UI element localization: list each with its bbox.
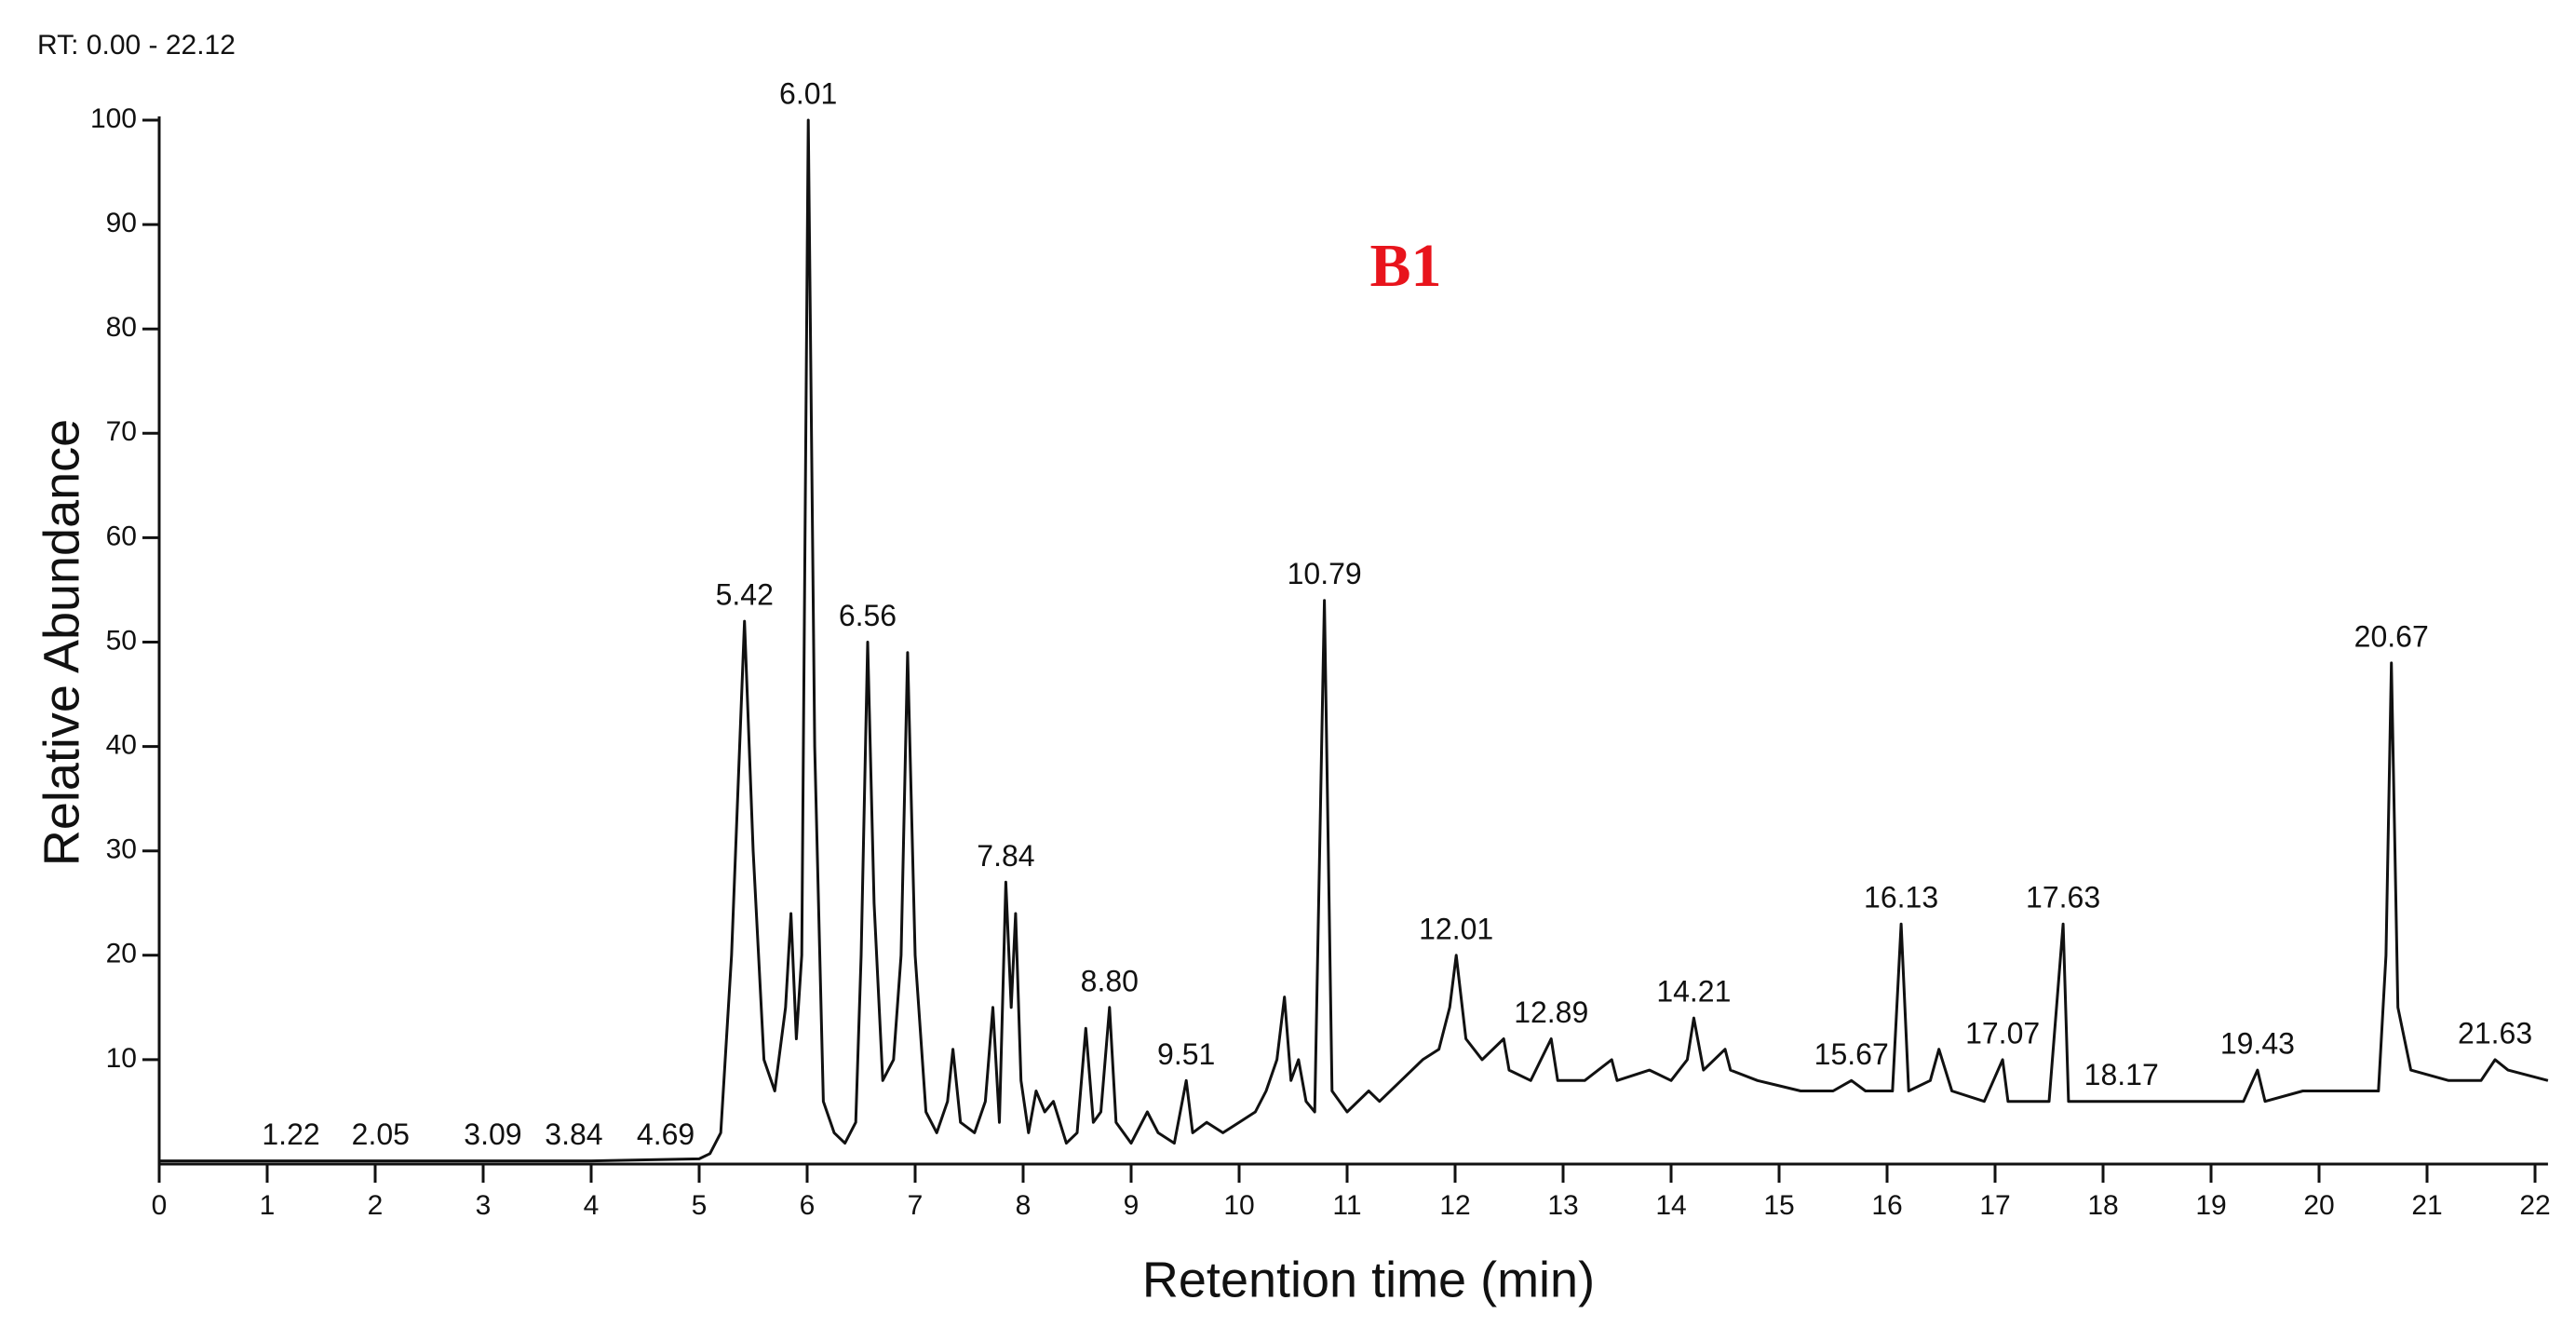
peak-label: 7.84 <box>977 839 1034 873</box>
y-tick-label: 60 <box>106 521 137 551</box>
peak-label: 9.51 <box>1157 1037 1215 1071</box>
x-tick-label: 3 <box>476 1190 492 1221</box>
x-tick-label: 14 <box>1655 1190 1686 1221</box>
peak-label: 17.07 <box>1965 1016 2040 1050</box>
x-tick-label: 0 <box>152 1190 168 1221</box>
peak-label: 8.80 <box>1081 964 1139 997</box>
peak-label: 4.69 <box>637 1118 695 1151</box>
y-tick-label: 40 <box>106 730 137 761</box>
y-tick-label: 30 <box>106 834 137 865</box>
y-tick-label: 100 <box>90 103 137 134</box>
peak-label: 12.01 <box>1419 912 1493 945</box>
trace <box>159 118 2549 1163</box>
peak-label: 2.05 <box>352 1118 410 1151</box>
peak-label: 18.17 <box>2084 1058 2159 1091</box>
x-tick-label: 17 <box>1979 1190 2010 1221</box>
x-tick-label: 2 <box>368 1190 384 1221</box>
subtitle: RT: 0.00 - 22.12 <box>37 30 236 61</box>
x-tick-label: 18 <box>2087 1190 2118 1221</box>
y-tick-label: 20 <box>106 939 137 969</box>
peak-label: 6.01 <box>779 76 837 110</box>
peak-label: 21.63 <box>2458 1016 2532 1050</box>
peak-label: 6.56 <box>839 599 897 632</box>
x-tick-label: 22 <box>2519 1190 2550 1221</box>
y-axis-label: Relative Abundance <box>34 419 89 866</box>
x-tick-label: 4 <box>584 1190 600 1221</box>
x-tick-label: 12 <box>1439 1190 1470 1221</box>
peak-label: 15.67 <box>1814 1037 1889 1071</box>
peak-label: 20.67 <box>2354 619 2429 653</box>
peak-label: 3.09 <box>464 1118 521 1151</box>
x-tick-label: 7 <box>908 1190 924 1221</box>
x-tick-label: 9 <box>1124 1190 1140 1221</box>
x-tick-label: 5 <box>692 1190 708 1221</box>
x-tick-label: 15 <box>1763 1190 1794 1221</box>
x-tick-label: 10 <box>1223 1190 1254 1221</box>
x-tick-label: 1 <box>260 1190 276 1221</box>
x-tick-label: 21 <box>2411 1190 2442 1221</box>
x-tick-label: 19 <box>2195 1190 2226 1221</box>
y-tick-label: 50 <box>106 625 137 656</box>
y-tick-label: 10 <box>106 1043 137 1074</box>
peak-label: 17.63 <box>2026 881 2100 914</box>
peak-label: 3.84 <box>545 1118 602 1151</box>
peak-label: 16.13 <box>1864 881 1938 914</box>
x-axis-label: Retention time (min) <box>1142 1252 1595 1307</box>
x-tick-label: 16 <box>1871 1190 1902 1221</box>
peak-label: 10.79 <box>1288 557 1362 590</box>
y-tick-label: 90 <box>106 208 137 238</box>
peak-label: 14.21 <box>1656 975 1731 1009</box>
peak-label: 19.43 <box>2220 1027 2295 1061</box>
chart-title: B1 <box>1369 232 1441 300</box>
peak-label: 1.22 <box>262 1118 319 1151</box>
x-tick-label: 13 <box>1547 1190 1578 1221</box>
x-tick-label: 20 <box>2303 1190 2334 1221</box>
peak-label: 12.89 <box>1514 996 1588 1029</box>
x-tick-label: 11 <box>1332 1190 1361 1221</box>
x-tick-label: 8 <box>1016 1190 1032 1221</box>
y-tick-label: 70 <box>106 416 137 447</box>
peak-label: 5.42 <box>716 578 774 612</box>
y-tick-label: 80 <box>106 312 137 343</box>
x-tick-label: 6 <box>800 1190 816 1221</box>
